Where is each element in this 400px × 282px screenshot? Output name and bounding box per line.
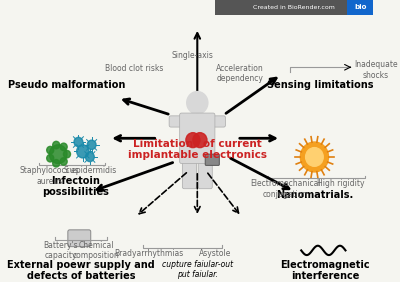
Circle shape (64, 150, 70, 158)
FancyBboxPatch shape (198, 159, 212, 189)
Text: Acceleration
dependency: Acceleration dependency (216, 63, 264, 83)
Circle shape (193, 133, 207, 147)
Circle shape (49, 145, 67, 164)
Text: bio: bio (354, 5, 366, 10)
Text: External poewr supply and
defects of batteries: External poewr supply and defects of bat… (7, 260, 155, 281)
Text: Blood clot risks: Blood clot risks (105, 63, 163, 72)
Circle shape (60, 158, 67, 165)
Text: Inadequate
shocks: Inadequate shocks (354, 60, 398, 80)
Text: Battery's
capacity: Battery's capacity (44, 241, 78, 261)
FancyBboxPatch shape (347, 0, 374, 15)
Text: cupture faiular-out
put faiular.: cupture faiular-out put faiular. (162, 260, 233, 279)
Text: Chemical
composition: Chemical composition (73, 241, 120, 261)
FancyBboxPatch shape (180, 113, 215, 164)
Text: Electromagnetic
interference: Electromagnetic interference (280, 260, 370, 281)
Circle shape (77, 145, 89, 158)
Text: Sensing limitations: Sensing limitations (267, 80, 374, 90)
Text: Infectoin
possibilities: Infectoin possibilities (42, 176, 109, 197)
Text: Limitations of current
implantable electronics: Limitations of current implantable elect… (128, 139, 267, 160)
Text: Nanomatrials.: Nanomatrials. (276, 190, 353, 200)
Text: S epidermidis: S epidermidis (64, 166, 116, 175)
Circle shape (53, 160, 60, 167)
Circle shape (60, 143, 67, 151)
FancyBboxPatch shape (68, 230, 91, 247)
Text: Electromechanical
conjugation: Electromechanical conjugation (250, 179, 321, 199)
Circle shape (87, 140, 96, 149)
Circle shape (306, 147, 323, 166)
Circle shape (300, 142, 328, 172)
Circle shape (47, 146, 54, 154)
Text: Pseudo malformation: Pseudo malformation (8, 80, 126, 90)
Text: Asystole: Asystole (199, 248, 231, 257)
FancyBboxPatch shape (169, 116, 184, 127)
Circle shape (186, 133, 200, 147)
FancyBboxPatch shape (205, 154, 219, 165)
Text: High rigidity: High rigidity (317, 179, 364, 188)
FancyBboxPatch shape (182, 159, 196, 189)
Circle shape (86, 152, 94, 162)
Circle shape (187, 92, 208, 114)
FancyBboxPatch shape (215, 0, 374, 15)
FancyBboxPatch shape (210, 116, 226, 127)
Text: Single-axis: Single-axis (172, 51, 214, 60)
Text: Bradyarrhythmias: Bradyarrhythmias (114, 248, 184, 257)
Text: Created in BioRender.com: Created in BioRender.com (253, 5, 335, 10)
Circle shape (47, 155, 54, 162)
Circle shape (53, 141, 60, 149)
Circle shape (74, 137, 83, 147)
Text: Staphylococcus
aureus: Staphylococcus aureus (20, 166, 79, 186)
